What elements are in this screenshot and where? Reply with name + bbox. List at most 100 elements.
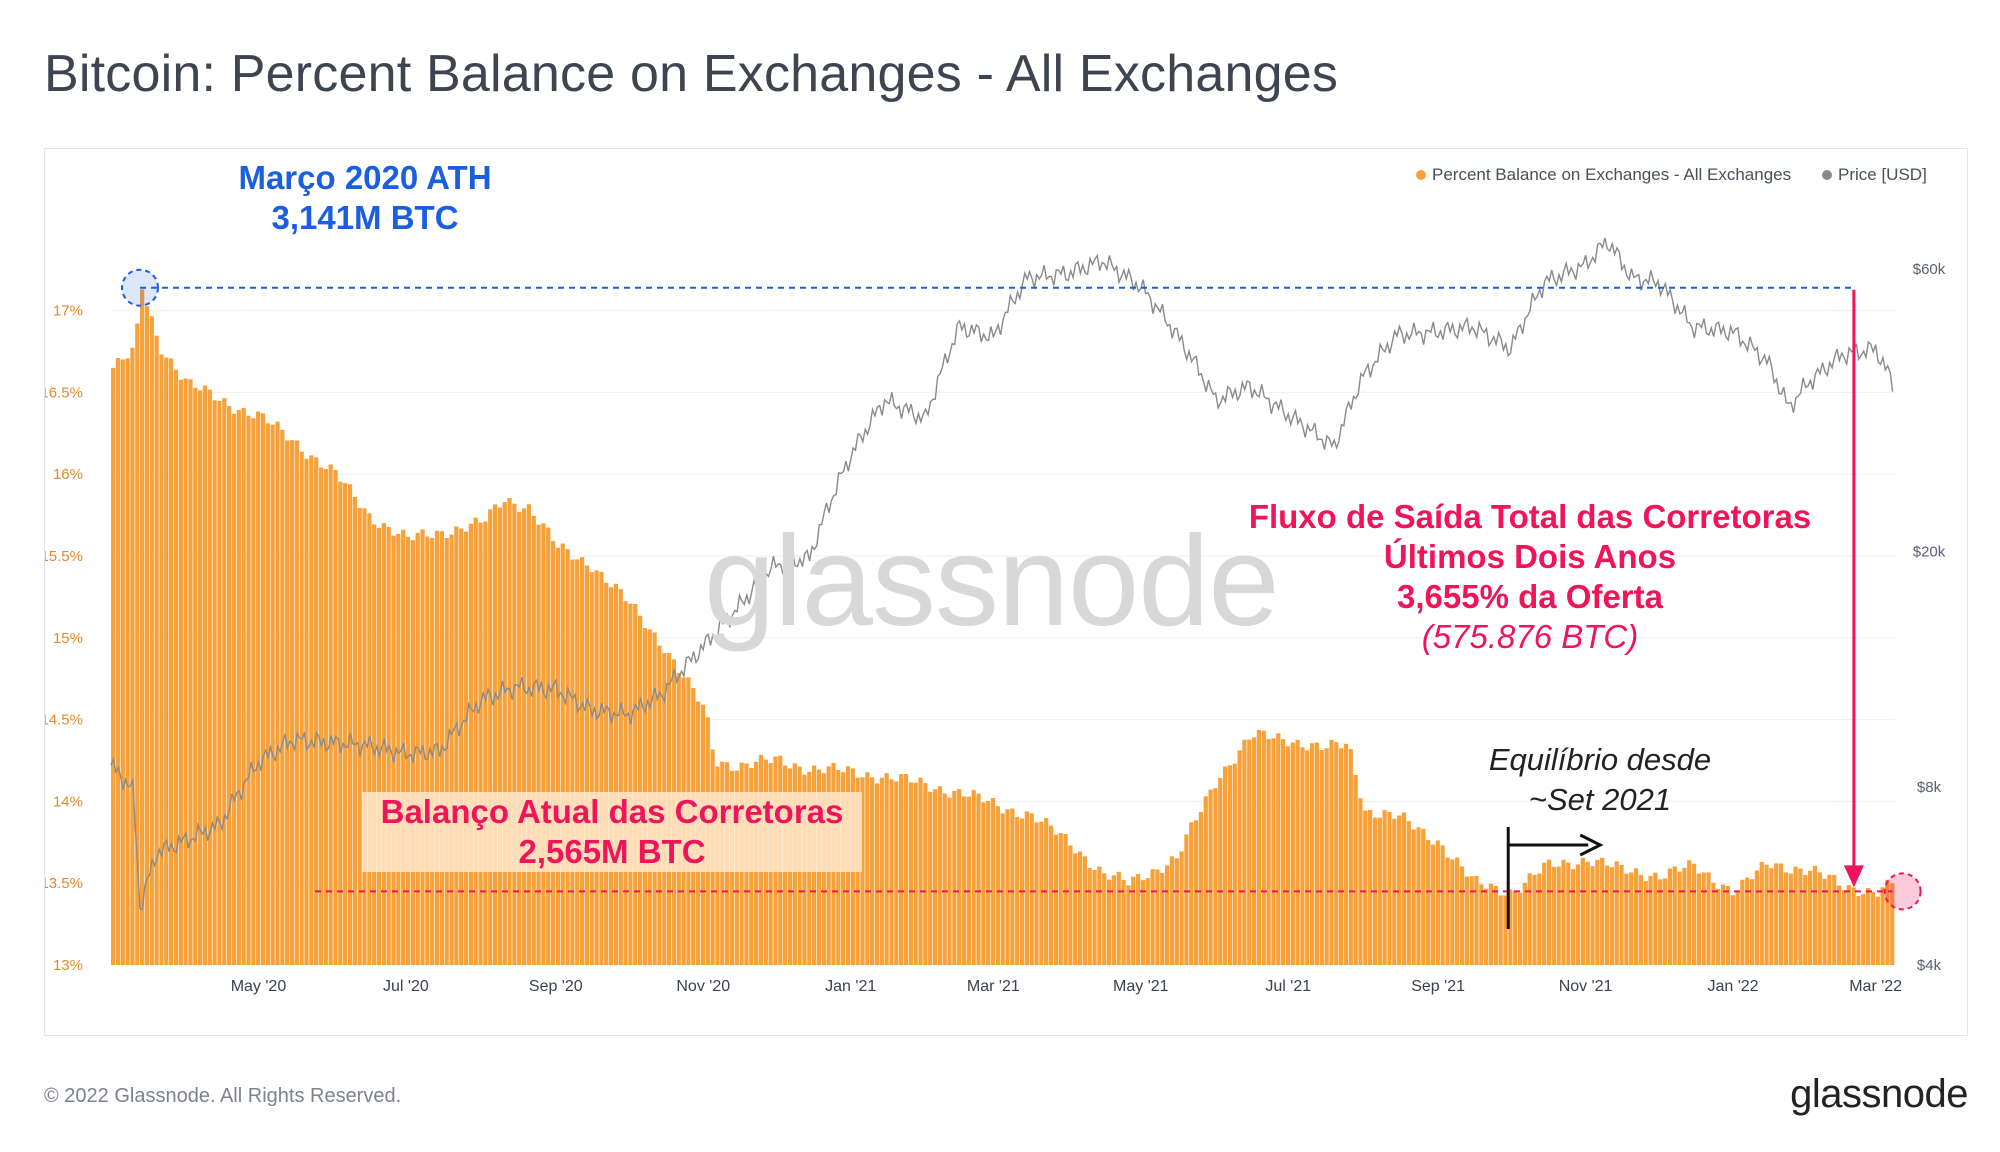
bar (1633, 868, 1639, 965)
legend-item-balance[interactable]: Percent Balance on Exchanges - All Excha… (1416, 165, 1791, 185)
bar (1600, 857, 1605, 965)
bar (1111, 875, 1117, 965)
bar (1131, 876, 1136, 965)
annotation-outflow-line1: Fluxo de Saída Total das Corretoras (1248, 498, 1812, 535)
bar (1203, 796, 1208, 965)
bar (1672, 866, 1677, 965)
bar (1459, 866, 1465, 965)
bar (928, 791, 933, 965)
x-tick-label: Nov '21 (1559, 978, 1613, 995)
bar (1517, 892, 1523, 965)
bar (550, 541, 556, 965)
bar (502, 502, 507, 965)
bar (860, 777, 865, 965)
bar (1851, 887, 1856, 965)
bar (1314, 742, 1320, 965)
annotation-balance-line1: Balanço Atual das Corretoras (380, 793, 844, 830)
bar (546, 527, 551, 965)
bar (1160, 873, 1165, 965)
bar (391, 535, 396, 965)
bar (1604, 865, 1610, 965)
x-tick-label: Jul '20 (383, 978, 429, 995)
legend-dot-icon (1822, 170, 1832, 180)
bar (434, 530, 440, 965)
bar (1667, 868, 1673, 965)
bar (884, 773, 889, 965)
bar (517, 511, 522, 965)
bar (246, 415, 251, 965)
bar (207, 389, 212, 965)
annotation-equil-line2: ~Set 2021 (1528, 782, 1672, 817)
bar (1793, 866, 1798, 965)
bar (889, 779, 894, 965)
bar (971, 790, 976, 965)
bar (1271, 738, 1276, 965)
bar (1382, 810, 1387, 965)
bar (1102, 873, 1107, 965)
bar (1150, 869, 1155, 965)
bar (1000, 813, 1005, 965)
bar (347, 484, 353, 965)
bar (1174, 858, 1179, 965)
bar (1546, 859, 1552, 965)
bar (1798, 868, 1803, 965)
bar (478, 522, 483, 965)
bar (1691, 863, 1697, 965)
bar (381, 523, 386, 965)
bar (1493, 885, 1498, 965)
y-left-tick-label: 16% (53, 466, 83, 483)
bar (1048, 825, 1054, 965)
bar (1730, 895, 1735, 965)
bar (1532, 874, 1537, 965)
bar (328, 464, 333, 965)
bar (1513, 891, 1518, 965)
annotation-ath: Março 2020 ATH 3,141M BTC (200, 158, 530, 238)
bar (1397, 815, 1402, 965)
bar (1358, 798, 1363, 965)
bar (449, 534, 454, 965)
bar (1184, 834, 1189, 965)
bar (1711, 882, 1716, 965)
x-tick-label: Mar '22 (1849, 978, 1902, 995)
bar (1450, 859, 1455, 965)
bar (1285, 746, 1291, 965)
bar (1440, 845, 1445, 965)
y-right-tick-label: $8k (1917, 779, 1942, 796)
bar (459, 528, 464, 965)
outflow-arrowhead (1843, 865, 1864, 888)
bar (1106, 879, 1112, 965)
bar (1063, 834, 1068, 965)
bar (608, 587, 614, 965)
bar (1590, 866, 1595, 965)
bar (613, 583, 619, 965)
bar (512, 503, 517, 965)
bar (198, 390, 203, 965)
bar (1445, 857, 1450, 965)
bar (1145, 878, 1150, 965)
bar (410, 540, 415, 965)
bar (589, 572, 594, 965)
bar (1469, 876, 1474, 965)
bar (1251, 737, 1257, 965)
bar (1677, 871, 1682, 965)
bar (1193, 820, 1199, 965)
bar (1609, 867, 1614, 965)
bar (579, 557, 585, 965)
bar (1629, 872, 1634, 965)
bar (1416, 827, 1421, 965)
bar (1005, 809, 1010, 965)
bar (623, 601, 628, 965)
bar (1682, 867, 1687, 965)
bar (633, 604, 638, 965)
annotation-outflow-line3: 3,655% da Oferta (1397, 578, 1663, 615)
y-right-tick-label: $4k (1917, 957, 1942, 974)
bar (1343, 743, 1349, 965)
bar (241, 407, 246, 966)
legend-item-price[interactable]: Price [USD] (1822, 165, 1927, 185)
bar (1769, 868, 1774, 965)
bar (1237, 750, 1242, 965)
bar (1725, 885, 1731, 965)
bar (111, 367, 116, 965)
bar (990, 798, 996, 965)
bar (995, 806, 1000, 965)
